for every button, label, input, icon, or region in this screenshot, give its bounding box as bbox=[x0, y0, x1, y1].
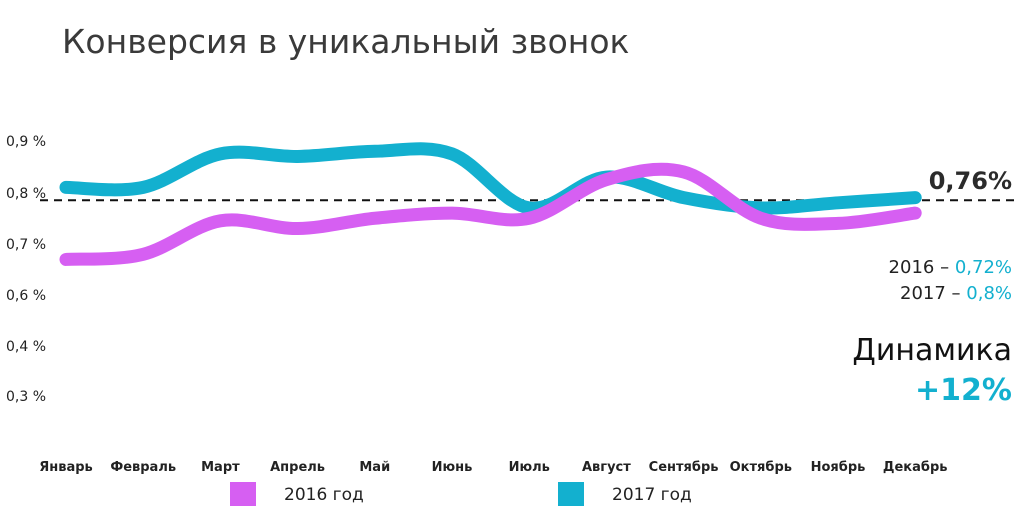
legend: 2016 год 2017 год bbox=[230, 482, 692, 506]
x-axis-ticks: Январь Февраль Март Апрель Май Июнь Июль Август… bbox=[39, 460, 947, 475]
series-line-0 bbox=[59, 162, 922, 266]
y-tick-label: 0,3 % bbox=[6, 389, 46, 405]
chart-title: Конверсия в уникальный звонок bbox=[62, 22, 630, 61]
legend-label: 2017 год bbox=[612, 485, 692, 505]
series-lines bbox=[59, 142, 922, 266]
dynamics-label: Динамика bbox=[852, 333, 1012, 368]
year-2017-label: 2017 – bbox=[900, 283, 961, 304]
y-axis-ticks: 0,3 % 0,4 % 0,6 % 0,7 % 0,8 % 0,9 % bbox=[6, 134, 46, 405]
x-tick-label: Май bbox=[359, 460, 390, 475]
year-2016-summary: 2016 – 0,72% bbox=[889, 257, 1012, 278]
x-tick-label: Октябрь bbox=[730, 460, 792, 475]
y-tick-label: 0,7 % bbox=[6, 237, 46, 253]
x-tick-label: Апрель bbox=[270, 460, 325, 475]
x-tick-label: Ноябрь bbox=[811, 460, 866, 475]
average-value-label: 0,76% bbox=[929, 167, 1012, 195]
y-tick-label: 0,8 % bbox=[6, 186, 46, 202]
legend-label: 2016 год bbox=[284, 485, 364, 505]
x-tick-label: Март bbox=[201, 460, 240, 475]
y-tick-label: 0,6 % bbox=[6, 288, 46, 304]
x-tick-label: Январь bbox=[39, 460, 93, 475]
dynamics-value: +12% bbox=[915, 373, 1012, 408]
legend-swatch bbox=[558, 482, 584, 506]
year-2016-label: 2016 – bbox=[889, 257, 950, 278]
x-tick-label: Август bbox=[582, 460, 631, 475]
year-2016-value: 0,72% bbox=[955, 257, 1012, 278]
series-line-1 bbox=[59, 142, 922, 215]
x-tick-label: Июль bbox=[509, 460, 550, 475]
legend-swatch bbox=[230, 482, 256, 506]
x-tick-label: Июнь bbox=[432, 460, 473, 475]
x-tick-label: Декабрь bbox=[883, 460, 948, 475]
y-tick-label: 0,9 % bbox=[6, 134, 46, 150]
x-tick-label: Февраль bbox=[110, 460, 176, 475]
y-tick-label: 0,4 % bbox=[6, 339, 46, 355]
x-tick-label: Сентябрь bbox=[649, 460, 719, 475]
year-2017-value: 0,8% bbox=[966, 283, 1012, 304]
year-2017-summary: 2017 – 0,8% bbox=[900, 283, 1012, 304]
